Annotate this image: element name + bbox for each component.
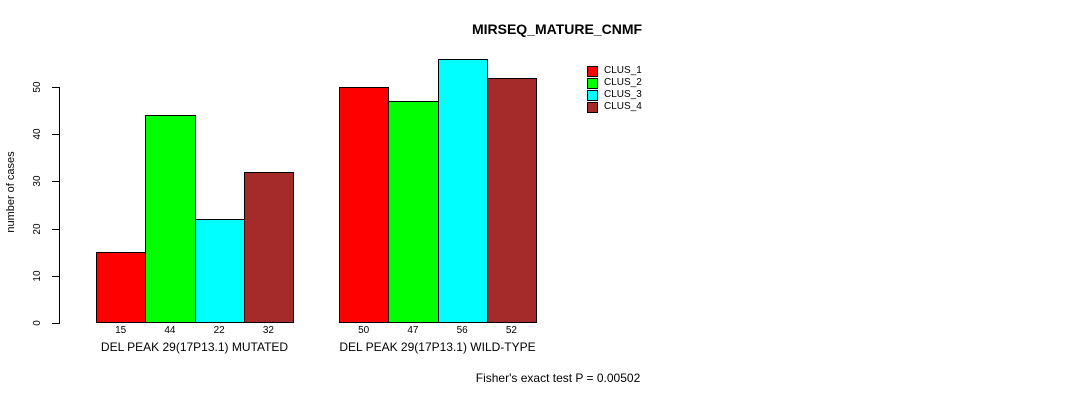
caption-fisher-test: Fisher's exact test P = 0.00502 (475, 371, 641, 385)
x-category-label: DEL PEAK 29(17P13.1) MUTATED (100, 340, 289, 354)
chart-title: MIRSEQ_MATURE_CNMF (471, 21, 643, 37)
bar-clus_2-group2 (388, 101, 439, 323)
y-axis-title: number of cases (5, 151, 17, 233)
y-tick-mark (52, 323, 59, 324)
bar-clus_1-group1 (96, 252, 147, 323)
x-category-label: DEL PEAK 29(17P13.1) WILD-TYPE (339, 340, 536, 354)
y-tick-mark (52, 228, 59, 230)
bar-value-label: 15 (115, 325, 127, 336)
y-tick-mark (52, 275, 59, 277)
bar-value-label: 56 (456, 325, 468, 336)
legend-label-clus_4: CLUS_4 (604, 101, 642, 112)
bar-value-label: 50 (358, 325, 370, 336)
y-tick-label: 50 (32, 81, 43, 93)
y-tick-label: 0 (32, 320, 43, 326)
bar-clus_4-group1 (243, 171, 294, 323)
legend-swatch-clus_2 (587, 78, 598, 89)
legend-swatch-clus_4 (587, 102, 598, 113)
legend-swatch-clus_3 (587, 90, 598, 101)
y-tick-label: 40 (32, 128, 43, 140)
bar-value-label: 44 (164, 325, 176, 336)
bar-clus_3-group2 (437, 58, 488, 323)
y-tick-label: 20 (32, 223, 43, 235)
legend-swatch-clus_1 (587, 66, 598, 77)
bar-value-label: 52 (505, 325, 517, 336)
legend-label-clus_1: CLUS_1 (604, 65, 642, 76)
bar-value-label: 32 (262, 325, 274, 336)
y-tick-mark (52, 134, 59, 136)
bar-clus_1-group2 (339, 87, 390, 323)
legend-label-clus_2: CLUS_2 (604, 77, 642, 88)
bar-clus_4-group2 (486, 77, 537, 323)
bar-clus_3-group1 (194, 219, 245, 323)
bar-value-label: 22 (213, 325, 225, 336)
bar-value-label: 47 (407, 325, 419, 336)
bar-clus_2-group1 (145, 115, 196, 323)
y-tick-mark (52, 87, 59, 88)
y-tick-mark (52, 181, 59, 183)
y-tick-label: 30 (32, 175, 43, 187)
y-tick-label: 10 (32, 270, 43, 282)
y-axis-line (59, 87, 60, 324)
legend-label-clus_3: CLUS_3 (604, 89, 642, 100)
